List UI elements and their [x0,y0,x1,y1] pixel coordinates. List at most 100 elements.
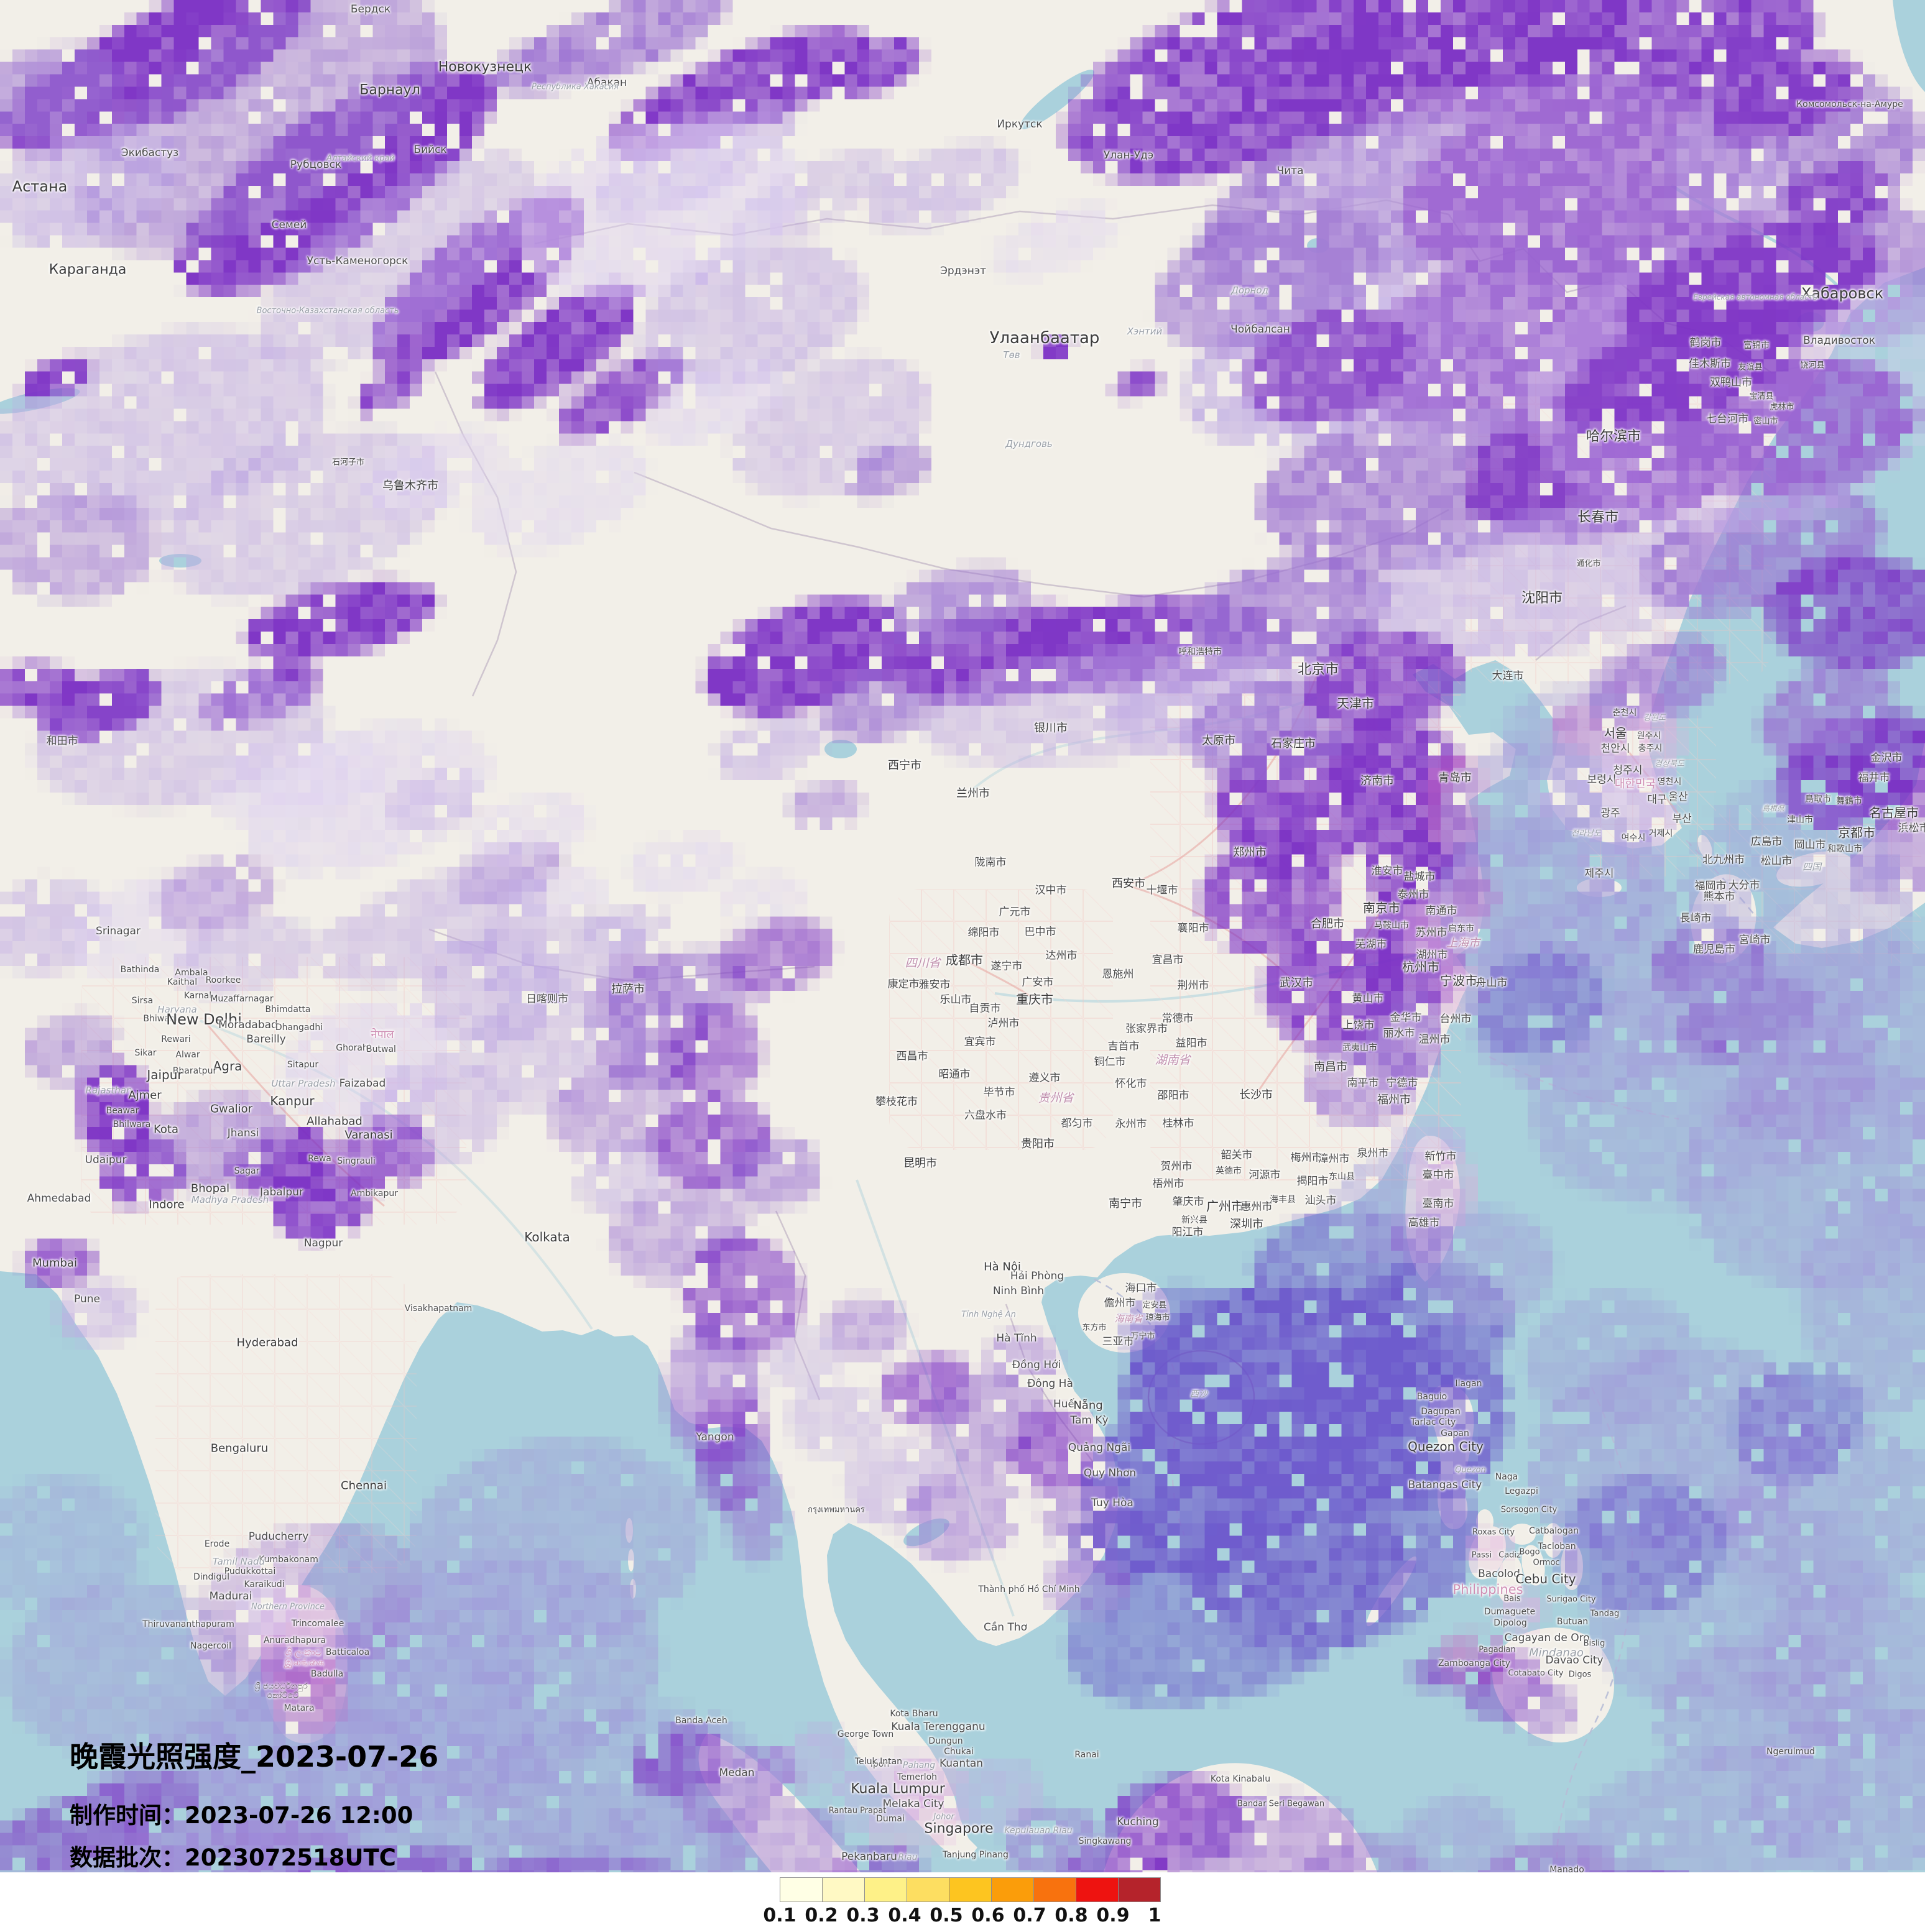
map-label: Kota [153,1123,179,1136]
map-label: 宁波市 [1440,973,1477,988]
map-label: 울산 [1668,791,1688,804]
map-label: Banda Aceh [675,1716,727,1726]
map-label: 永州市 [1115,1118,1147,1131]
map-label: 和田市 [46,735,78,748]
map-label: 강원도 [1643,713,1666,723]
map-label: Bislig [1583,1639,1605,1649]
map-label: Agra [213,1059,242,1074]
map-label: 名古屋市 [1869,805,1919,821]
map-label: Philippines [1452,1582,1523,1597]
map-label: 芜湖市 [1355,938,1387,951]
map-label: 浜松市 [1898,822,1925,835]
map-label: Karnal [183,991,212,1001]
map-label: Чойбалсан [1230,323,1290,336]
map-label: Еврейская автономная область [1693,293,1817,301]
map-label: Ahmedabad [27,1192,91,1205]
map-label: 沈阳市 [1521,591,1563,606]
map-label: Bandar Seri Begawan [1237,1799,1325,1809]
map-label: Batangas City [1408,1479,1482,1491]
map-label: Huế [1053,1398,1075,1410]
map-label: 广元市 [999,906,1031,919]
map-label: Rewari [161,1034,191,1044]
map-label: 天津市 [1337,696,1374,711]
map-label: 荆州市 [1177,979,1209,992]
map-label: Cadiz [1498,1550,1521,1560]
map-label: 友谊县 [1738,362,1763,372]
map-label: Dumaguete [1484,1607,1536,1617]
map-label: Ipoh [870,1759,890,1769]
map-label: 金沢市 [1870,752,1903,765]
map-label: 苏州市 [1415,926,1447,939]
legend-tick-label: 0.2 [805,1905,838,1926]
legend-cell [823,1878,865,1902]
map-label: 遵义市 [1028,1072,1061,1085]
map-label: 여수시 [1621,833,1646,843]
legend-cell [780,1878,823,1902]
map-label: 부산 [1672,812,1692,826]
map-label: Thiruvananthapuram [142,1619,234,1629]
legend-tick-label: 0.4 [888,1905,921,1926]
map-label: Mumbai [32,1256,77,1270]
map-label: 乌鲁木齐市 [382,479,438,492]
map-label: Haryana [157,1004,197,1015]
map-label: 拉萨市 [611,983,645,996]
legend-cell [1119,1878,1160,1902]
map-label: नेपाल [371,1028,394,1041]
map-label: Ghorahi [336,1043,371,1053]
map-label: Jabalpur [260,1186,303,1198]
map-label: Хабаровск [1801,285,1884,302]
map-label: 南平市 [1347,1077,1379,1090]
map-label: Ajmer [128,1088,162,1102]
map-label: Sirsa [131,996,154,1006]
map-label: Digos [1568,1670,1592,1680]
map-label: இலங்கை [284,1657,324,1668]
map-label: 高雄市 [1408,1217,1440,1230]
map-label: 银川市 [1034,722,1068,735]
map-label: Комсомольск-на-Амуре [1796,99,1903,109]
map-label: 西宁市 [888,759,921,772]
made-time-value: 2023-07-26 12:00 [185,1802,413,1829]
map-label: Srinagar [96,925,141,937]
map-label: Rantau Prapat [828,1806,887,1816]
map-label: Рубцовск [290,159,342,171]
map-label: Sitapur [287,1060,319,1070]
map-label: Pudukkottai [224,1566,276,1576]
map-label: Zamboanga City [1438,1658,1511,1668]
map-label: Kanpur [270,1093,315,1108]
map-label: Bhimdatta [265,1005,311,1014]
map-label: 제주시 [1584,867,1614,880]
map-label: 益阳市 [1175,1037,1207,1050]
map-label: Udaipur [85,1154,127,1166]
map-label: Улаанбаатар [989,329,1100,347]
map-label: 西昌市 [896,1050,928,1063]
map-label: 大连市 [1492,669,1524,683]
map-label: 島根県 [1761,804,1785,813]
map-label: Cần Thơ [983,1621,1028,1634]
legend-tick-label: 0.8 [1055,1905,1088,1926]
map-label: 哈尔滨市 [1586,429,1641,444]
map-label: Naga [1495,1472,1518,1482]
map-label: ශ්‍රී ජයවර්ධනපුර [254,1681,308,1691]
map-label: 西安市 [1112,877,1145,890]
map-label: 昭通市 [938,1068,971,1081]
map-label: 원주시 [1636,731,1661,741]
map-label: Yangon [696,1431,734,1443]
map-label: Butuan [1556,1617,1589,1627]
map-label: 台州市 [1439,1013,1472,1026]
map-label: 青岛市 [1438,771,1472,784]
map-label: 韶关市 [1221,1149,1253,1162]
map-label: 吉首市 [1107,1040,1140,1053]
map-label: 琼海市 [1145,1313,1170,1323]
map-label: Экибастуз [121,147,179,159]
map-label: 温州市 [1418,1033,1451,1046]
map-label: Nagpur [303,1237,343,1249]
map-label: 四川省 [905,956,941,970]
map-label: New Delhi [166,1011,242,1028]
map-label: Chennai [341,1479,387,1493]
legend-cell [1076,1878,1119,1902]
map-label: 鹿児島市 [1693,943,1735,956]
map-label: 福井市 [1858,771,1890,784]
map-label: 南通市 [1425,904,1457,918]
map-label: 富锦市 [1743,341,1770,351]
